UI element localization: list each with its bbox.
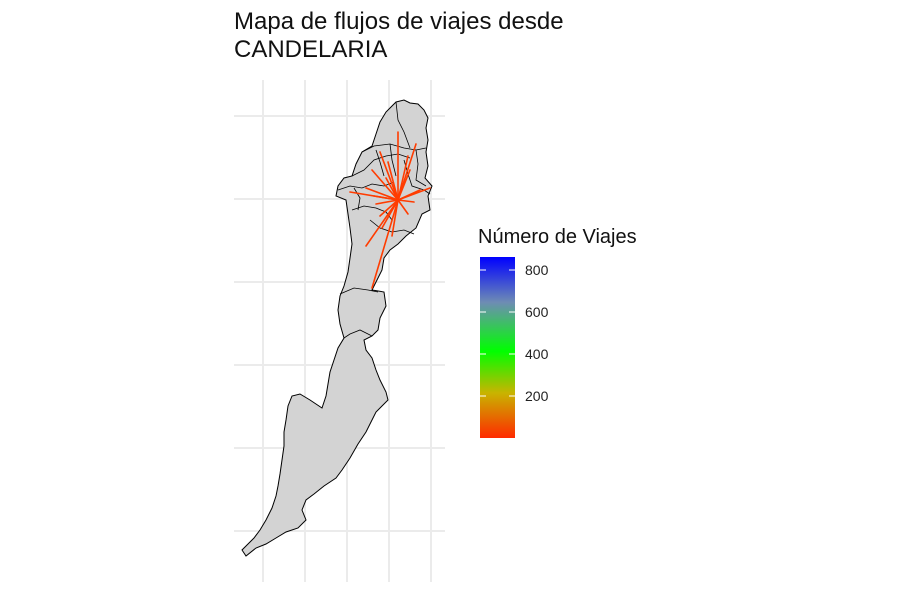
flow-line (397, 199, 409, 215)
legend-tick-label: 400 (525, 346, 549, 362)
flow-line (373, 195, 399, 201)
flow-line (365, 187, 399, 201)
flow-line (371, 169, 399, 201)
map-title: Mapa de flujos de viajes desde CANDELARI… (234, 8, 654, 64)
flow-line (371, 199, 399, 289)
territory-outline (241, 99, 433, 557)
legend-colorbar (480, 257, 515, 438)
flow-line (379, 199, 399, 217)
legend-tick-label: 800 (525, 262, 549, 278)
flow-line (397, 169, 411, 201)
flow-lines (349, 131, 431, 289)
flow-line (387, 161, 399, 201)
flow-line (397, 199, 415, 203)
map-title-line1: Mapa de flujos de viajes desde (234, 8, 564, 35)
flow-line (379, 151, 399, 201)
flow-line (375, 199, 399, 205)
flow-line (397, 187, 431, 201)
flow-line (385, 177, 399, 201)
flow-line (381, 199, 399, 229)
flow-line (365, 199, 399, 247)
legend-tick-label: 200 (525, 388, 549, 404)
legend-title: Número de Viajes (478, 226, 637, 248)
map-title-line2: CANDELARIA (234, 36, 388, 63)
legend-tick-label: 600 (525, 304, 549, 320)
